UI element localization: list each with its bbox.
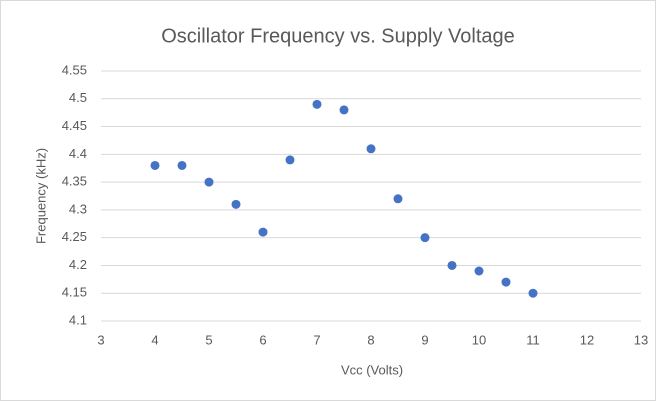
y-tick-label: 4.5 [69, 90, 87, 105]
point [312, 99, 322, 109]
point [204, 177, 214, 187]
point [447, 260, 457, 270]
x-tick-label: 5 [205, 332, 212, 347]
y-tick-label: 4.25 [62, 229, 87, 244]
x-tick-label: 9 [421, 332, 428, 347]
point [177, 160, 187, 170]
y-tick-label: 4.15 [62, 285, 87, 300]
x-tick-label: 4 [151, 332, 158, 347]
y-tick-label: 4.4 [69, 146, 87, 161]
point [528, 288, 538, 298]
x-tick-label: 7 [313, 332, 320, 347]
x-tick-label: 3 [97, 332, 104, 347]
point [474, 266, 484, 276]
x-tick-label: 11 [526, 332, 540, 347]
y-axis-label: Frequency (kHz) [33, 148, 48, 244]
y-tick-label: 4.35 [62, 174, 87, 189]
x-axis-label: Vcc (Volts) [341, 362, 403, 377]
x-tick-label: 12 [580, 332, 594, 347]
y-tick-label: 4.2 [69, 257, 87, 272]
point [393, 194, 403, 204]
point [231, 199, 241, 209]
chart-title: Oscillator Frequency vs. Supply Voltage [161, 25, 515, 47]
point [285, 155, 295, 165]
point [258, 227, 268, 237]
point [339, 105, 349, 115]
y-tick-label: 4.45 [62, 118, 87, 133]
y-tick-label: 4.3 [69, 201, 87, 216]
y-tick-label: 4.55 [62, 62, 87, 77]
x-tick-label: 8 [367, 332, 374, 347]
point [501, 277, 511, 287]
point [150, 160, 160, 170]
x-tick-label: 6 [259, 332, 266, 347]
x-tick-label: 13 [634, 332, 648, 347]
point [420, 233, 430, 243]
y-tick-label: 4.1 [69, 312, 87, 327]
x-tick-label: 10 [472, 332, 486, 347]
point [366, 144, 376, 154]
